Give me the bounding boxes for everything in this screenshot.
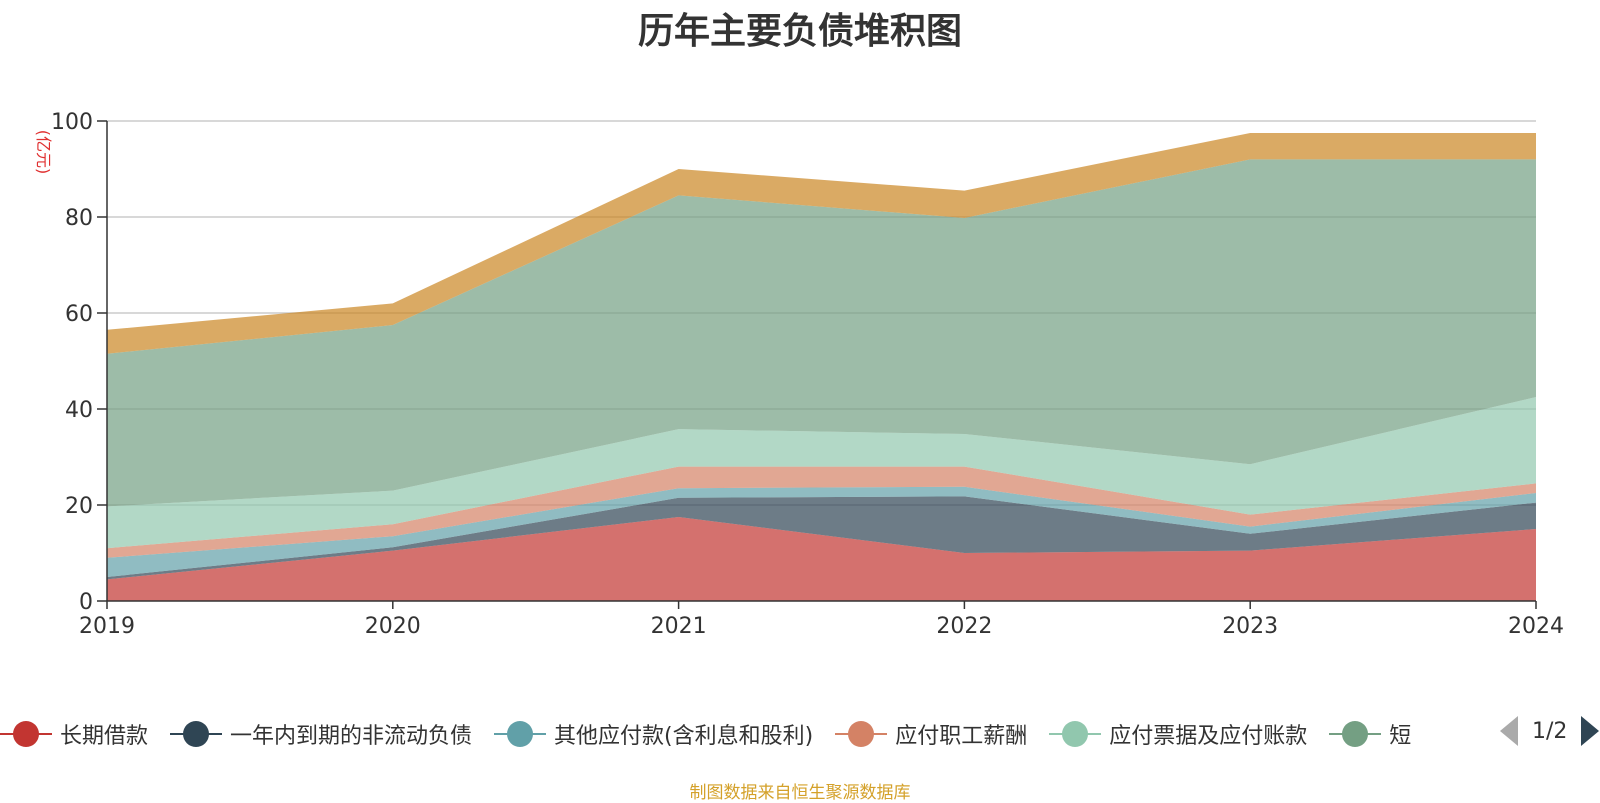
legend-marker-icon xyxy=(0,721,52,747)
legend-marker-icon xyxy=(1329,721,1382,747)
legend-label: 其他应付款(含利息和股利) xyxy=(554,724,814,749)
legend-item[interactable]: 应付票据及应付账款 xyxy=(1049,718,1307,750)
legend-marker-icon xyxy=(1049,721,1102,747)
legend-item[interactable]: 一年内到期的非流动负债 xyxy=(170,718,472,750)
y-tick-label: 100 xyxy=(51,110,93,135)
y-tick-label: 60 xyxy=(65,302,93,327)
y-tick-label: 40 xyxy=(65,398,93,423)
legend-label: 短 xyxy=(1389,724,1412,749)
legend-label: 长期借款 xyxy=(60,724,149,749)
area-应付职工薪酬 xyxy=(107,466,1536,558)
legend-marker-icon xyxy=(835,721,888,747)
legend-marker-icon xyxy=(170,721,223,747)
chart-title: 历年主要负债堆积图 xyxy=(637,11,962,52)
y-tick-label: 20 xyxy=(65,494,93,519)
x-tick-label: 2022 xyxy=(936,614,992,639)
legend-item[interactable]: 应付职工薪酬 xyxy=(835,718,1027,750)
area-短期借款 xyxy=(107,159,1536,507)
legend: 长期借款 一年内到期的非流动负债 其他应付款(含利息和股利) 应付职工薪酬 应付票据及应… xyxy=(0,714,1490,754)
legend-marker-icon xyxy=(494,721,547,747)
y-axis-unit-label: (亿元) xyxy=(34,129,53,175)
legend-item[interactable]: 其他应付款(含利息和股利) xyxy=(494,718,813,750)
legend-label: 应付职工薪酬 xyxy=(895,724,1028,749)
axes: 0 20 40 60 80 100 2019 2020 2021 2022 2023 2024 xyxy=(51,110,1564,639)
area-长期借款 xyxy=(107,517,1536,601)
x-tick-label: 2023 xyxy=(1222,614,1278,639)
area-应付票据及应付账款 xyxy=(107,397,1536,549)
data-source-note: 制图数据来自恒生聚源数据库 xyxy=(689,783,911,803)
y-tick-label: 0 xyxy=(79,590,93,615)
legend-pager: 1/2 xyxy=(1500,716,1600,746)
x-tick-label: 2024 xyxy=(1508,614,1564,639)
legend-next-page-icon[interactable] xyxy=(1581,716,1600,746)
x-tick-label: 2020 xyxy=(365,614,421,639)
legend-label: 应付票据及应付账款 xyxy=(1109,724,1308,749)
legend-prev-page-icon[interactable] xyxy=(1500,716,1518,746)
legend-page-indicator: 1/2 xyxy=(1532,718,1568,744)
area-其他应付款(含利息和股利) xyxy=(107,486,1536,577)
area-一年内到期的非流动负债 xyxy=(107,496,1536,580)
x-tick-label: 2021 xyxy=(651,614,707,639)
area-series xyxy=(107,133,1536,601)
y-tick-label: 80 xyxy=(65,206,93,231)
legend-item[interactable]: 短 xyxy=(1329,718,1411,750)
area-其他 xyxy=(107,133,1536,354)
x-tick-label: 2019 xyxy=(79,614,135,639)
legend-item[interactable]: 长期借款 xyxy=(0,718,148,750)
legend-label: 一年内到期的非流动负债 xyxy=(230,724,473,749)
